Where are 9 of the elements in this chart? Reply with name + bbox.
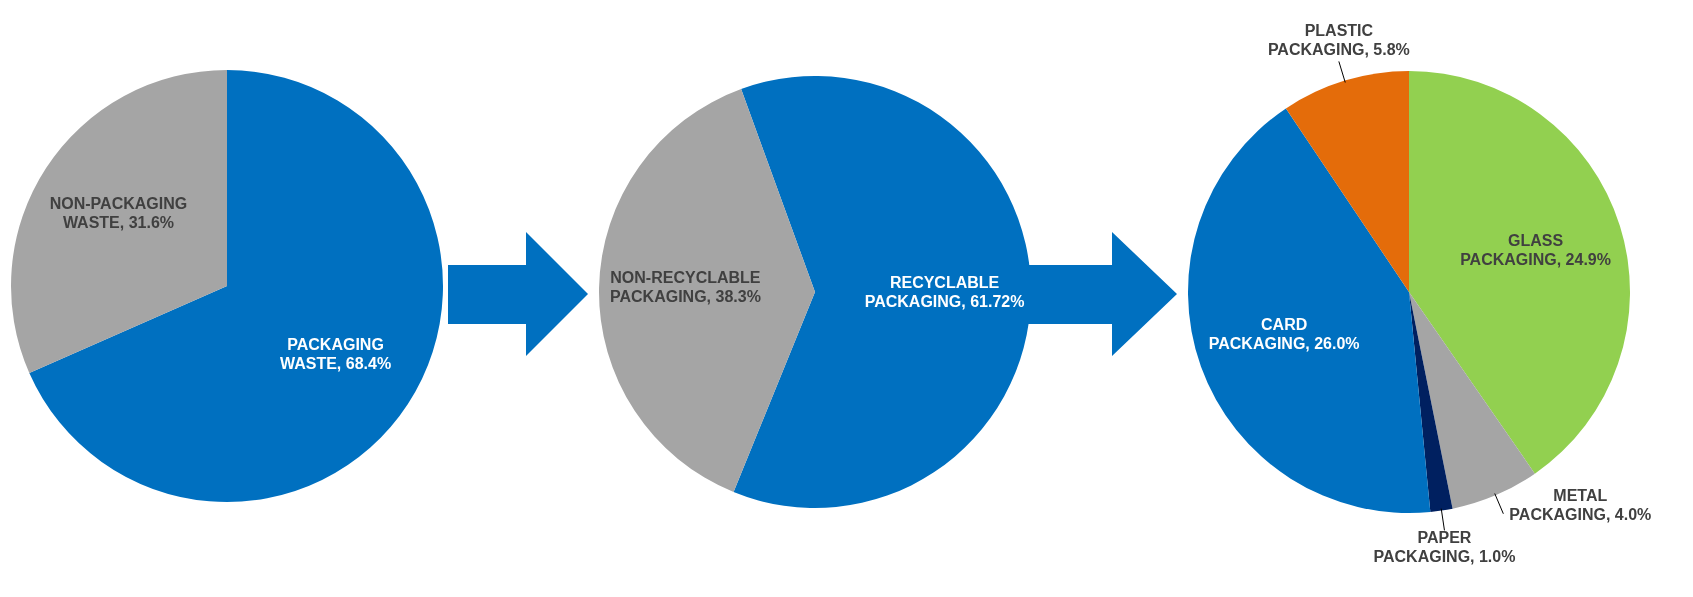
slice-label: PAPER PACKAGING, 1.0% <box>1373 528 1516 565</box>
slice-label: CARD PACKAGING, 26.0% <box>1208 316 1360 353</box>
slice-label: NON-RECYCLABLE PACKAGING, 38.3% <box>609 268 761 305</box>
slice-label: PACKAGING WASTE, 68.4% <box>279 336 392 373</box>
slice-label: GLASS PACKAGING, 24.9% <box>1460 231 1611 268</box>
slice-label: NON-PACKAGING WASTE, 31.6% <box>49 194 188 231</box>
slice-label: METAL PACKAGING, 4.0% <box>1509 487 1652 524</box>
slice-label: PLASTIC PACKAGING, 5.8% <box>1267 21 1410 58</box>
slice-label: RECYCLABLE PACKAGING, 61.72% <box>864 273 1025 310</box>
